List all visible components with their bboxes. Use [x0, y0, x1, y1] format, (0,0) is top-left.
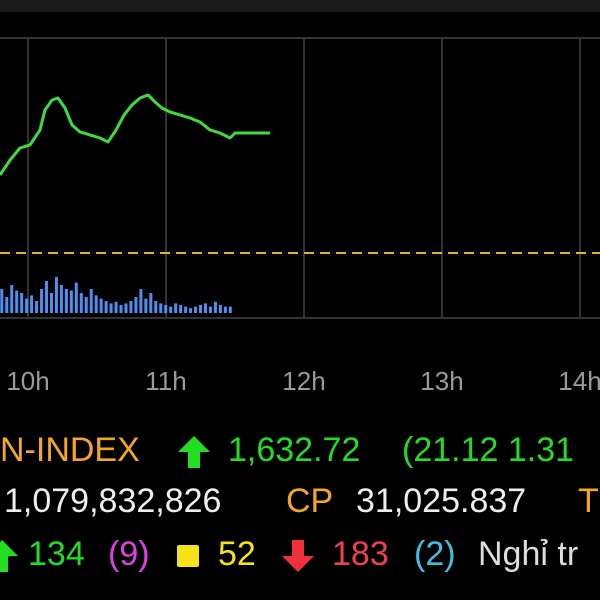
down-arrow — [282, 540, 314, 572]
top-strip — [0, 0, 600, 12]
volume: 1,079,832,826 — [4, 482, 221, 520]
volume-bar — [189, 308, 193, 313]
volume-bar — [99, 298, 103, 313]
volume-bar — [164, 305, 168, 313]
volume-bar — [30, 295, 34, 313]
volume-bar — [129, 301, 133, 313]
down-count: 183 — [332, 535, 389, 573]
volume-bar — [174, 303, 178, 313]
up-arrow — [178, 436, 210, 468]
volume-bar — [10, 285, 14, 313]
volume-bar — [84, 297, 88, 313]
volume-bar — [20, 293, 24, 313]
volume-bar — [184, 306, 188, 313]
cp-label: CP — [286, 482, 333, 520]
cp-value: 31,025.837 — [356, 482, 526, 520]
x-tick-label: 14h — [558, 366, 600, 396]
volume-bar — [134, 297, 138, 313]
volume-bar — [49, 293, 53, 313]
volume-bar — [79, 293, 83, 313]
x-tick-label: 12h — [282, 366, 325, 396]
volume-bar — [5, 297, 9, 313]
volume-bar — [45, 281, 49, 313]
price-line — [0, 93, 271, 176]
volume-bar — [119, 305, 123, 313]
index-value: 1,632.72 — [228, 431, 360, 469]
volume-bar — [169, 306, 173, 313]
index-change: (21.12 1.31 — [402, 431, 574, 469]
volume-bar — [228, 306, 232, 313]
volume-bar — [203, 303, 207, 313]
flat-icon — [177, 545, 199, 567]
volume-bar — [94, 295, 98, 313]
volume-bar — [154, 301, 158, 313]
volume-bar — [114, 301, 118, 313]
volume-bar — [15, 290, 19, 313]
volume-bar — [89, 289, 93, 313]
volume-bar — [124, 303, 128, 313]
up-count: 134 — [28, 535, 85, 573]
volume-bar — [159, 303, 163, 313]
x-tick-label: 10h — [6, 366, 49, 396]
volume-bar — [199, 305, 203, 313]
volume-bar — [104, 301, 108, 313]
volume-bar — [64, 289, 68, 313]
volume-bar — [69, 290, 73, 313]
volume-bar — [40, 289, 44, 313]
volume-bar — [149, 293, 153, 313]
flat-count: 52 — [218, 535, 256, 573]
index-name: N-INDEX — [0, 431, 140, 469]
volume-bar — [223, 306, 227, 313]
info-panel: N-INDEX 1,632.72 (21.12 1.31 1,079,832,8… — [0, 431, 599, 573]
volume-bar — [139, 289, 143, 313]
volume-bar — [144, 298, 148, 313]
volume-bar — [74, 282, 78, 313]
plot: 10h 11h 12h 13h 14h — [0, 38, 600, 396]
up-arrow — [0, 540, 18, 572]
suspended: Nghỉ tr — [478, 535, 578, 573]
volume-bar — [194, 306, 198, 313]
volume-bar — [179, 305, 183, 313]
x-tick-label: 13h — [420, 366, 463, 396]
volume-bar — [35, 301, 39, 313]
volume-bar — [25, 298, 29, 313]
volume-bar — [0, 289, 4, 313]
floor-count: (2) — [414, 535, 456, 573]
ceiling-count: (9) — [108, 535, 150, 573]
volume-bar — [59, 285, 63, 313]
volume-bar — [213, 301, 217, 313]
x-tick-label: 11h — [145, 366, 186, 396]
volume-bar — [54, 277, 58, 313]
volume-bar — [218, 305, 222, 313]
t-label: T — [578, 482, 599, 520]
volume-bar — [109, 303, 113, 313]
volume-bar — [208, 306, 212, 313]
